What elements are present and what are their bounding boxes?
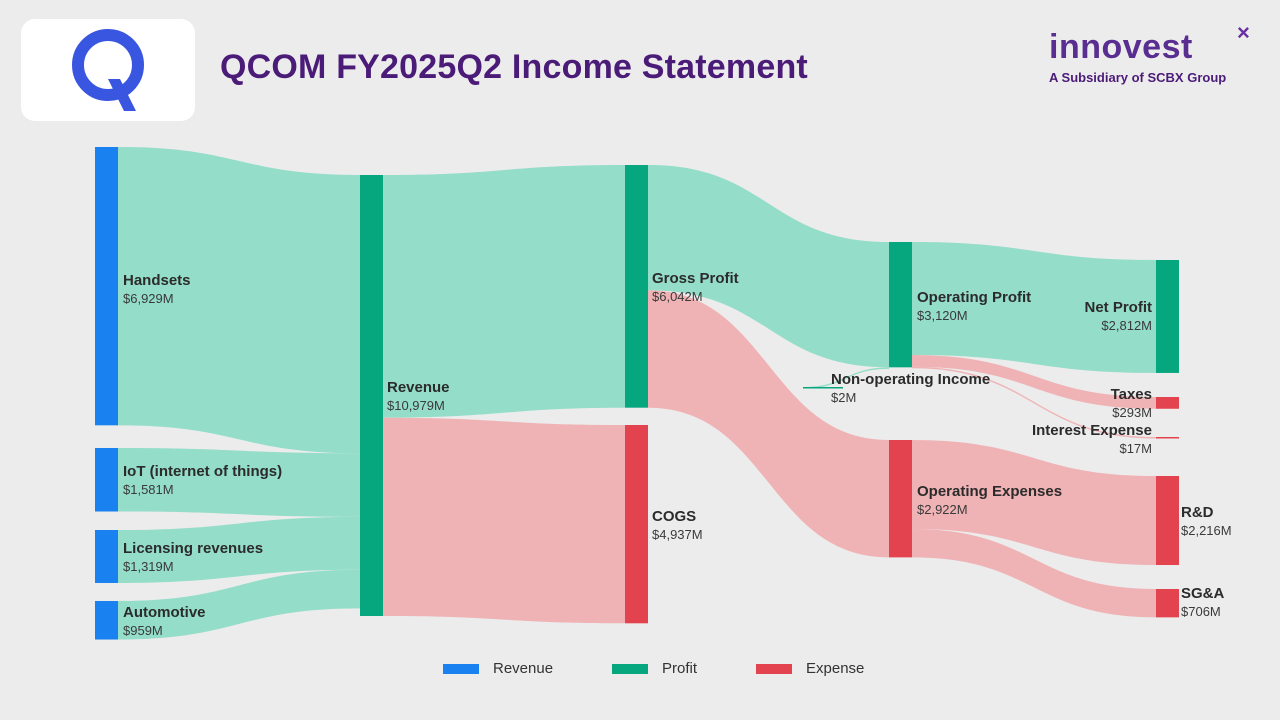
chart-legend: Revenue Profit Expense: [443, 660, 883, 682]
sankey-node-gross_profit: [625, 165, 648, 408]
legend-label-revenue: Revenue: [493, 660, 554, 677]
sankey-link-licensing-to-revenue: [118, 516, 360, 583]
node-value-gross_profit: $6,042M: [652, 289, 703, 304]
sankey-nodes: [95, 147, 1179, 640]
legend-label-expense: Expense: [806, 660, 865, 677]
sankey-node-rnd: [1156, 476, 1179, 566]
node-value-cogs: $4,937M: [652, 527, 703, 542]
sankey-link-operating_profit-to-taxes: [912, 354, 1156, 409]
node-label-cogs: COGS: [652, 508, 696, 525]
brand-x-mark-icon: ×: [1237, 20, 1250, 45]
sankey-link-gross_profit-to-operating_expenses: [648, 290, 889, 558]
node-value-revenue: $10,979M: [387, 398, 445, 413]
node-value-taxes: $293M: [1112, 405, 1152, 420]
sankey-node-operating_expenses: [889, 440, 912, 558]
legend-item-profit: Profit: [612, 660, 697, 677]
sankey-links: [118, 147, 1156, 640]
node-label-iot: IoT (internet of things): [123, 463, 282, 480]
sankey-node-cogs: [625, 425, 648, 624]
legend-label-profit: Profit: [662, 660, 698, 677]
node-label-interest_expense: Interest Expense: [1032, 422, 1152, 439]
sankey-link-revenue-to-gross_profit: [383, 165, 625, 418]
node-value-non_operating_income: $2M: [831, 390, 856, 405]
qualcomm-q-logo-icon: [72, 29, 144, 111]
node-label-licensing: Licensing revenues: [123, 540, 263, 557]
sankey-link-gross_profit-to-operating_profit: [648, 165, 889, 368]
node-label-handsets: Handsets: [123, 272, 191, 289]
sankey-node-interest_expense: [1156, 437, 1179, 439]
sankey-link-operating_expenses-to-sga: [912, 529, 1156, 618]
node-value-handsets: $6,929M: [123, 291, 174, 306]
legend-swatch-profit: [612, 663, 648, 674]
legend-swatch-revenue: [443, 663, 479, 674]
qualcomm-logo-card: [21, 19, 195, 121]
node-label-sga: SG&A: [1181, 585, 1225, 602]
node-value-net_profit: $2,812M: [1101, 318, 1152, 333]
node-label-rnd: R&D: [1181, 504, 1214, 521]
sankey-node-sga: [1156, 589, 1179, 618]
sankey-labels: Handsets $6,929M IoT (internet of things) $…: [123, 270, 1232, 638]
sankey-node-handsets: [95, 147, 118, 426]
sankey-link-automotive-to-revenue: [118, 569, 360, 640]
node-value-operating_profit: $3,120M: [917, 308, 968, 323]
sankey-node-revenue: [360, 175, 383, 616]
sankey-link-operating_profit-to-interest_expense: [912, 366, 1156, 439]
node-value-licensing: $1,319M: [123, 559, 174, 574]
node-label-net_profit: Net Profit: [1085, 299, 1153, 316]
sankey-link-revenue-to-cogs: [383, 417, 625, 624]
node-value-iot: $1,581M: [123, 482, 174, 497]
sankey-node-licensing: [95, 530, 118, 583]
sankey-link-operating_profit-to-net_profit: [912, 242, 1156, 373]
brand-name: innovest: [1049, 28, 1193, 66]
node-value-sga: $706M: [1181, 604, 1221, 619]
node-label-operating_profit: Operating Profit: [917, 289, 1031, 306]
sankey-node-iot: [95, 448, 118, 512]
node-label-non_operating_income: Non-operating Income: [831, 371, 990, 388]
node-value-automotive: $959M: [123, 623, 163, 638]
node-label-revenue: Revenue: [387, 379, 450, 396]
sankey-link-operating_expenses-to-rnd: [912, 440, 1156, 566]
sankey-node-net_profit: [1156, 260, 1179, 373]
node-label-automotive: Automotive: [123, 604, 206, 621]
sankey-link-non_operating_income-to-operating_profit: [803, 367, 889, 389]
node-label-taxes: Taxes: [1111, 386, 1152, 403]
page-title: QCOM FY2025Q2 Income Statement: [220, 48, 808, 86]
innovest-brand: innovest × A Subsidiary of SCBX Group: [1046, 20, 1256, 94]
legend-item-revenue: Revenue: [443, 660, 553, 677]
brand-subtitle: A Subsidiary of SCBX Group: [1049, 70, 1227, 85]
node-value-operating_expenses: $2,922M: [917, 502, 968, 517]
legend-item-expense: Expense: [756, 660, 864, 677]
node-label-gross_profit: Gross Profit: [652, 270, 739, 287]
legend-swatch-expense: [756, 663, 792, 674]
node-value-rnd: $2,216M: [1181, 523, 1232, 538]
sankey-link-iot-to-revenue: [118, 448, 360, 517]
node-label-operating_expenses: Operating Expenses: [917, 483, 1062, 500]
node-value-interest_expense: $17M: [1119, 441, 1152, 456]
sankey-link-handsets-to-revenue: [118, 147, 360, 454]
sankey-node-automotive: [95, 601, 118, 640]
sankey-node-operating_profit: [889, 242, 912, 368]
sankey-node-non_operating_income: [803, 387, 843, 389]
sankey-node-taxes: [1156, 397, 1179, 409]
